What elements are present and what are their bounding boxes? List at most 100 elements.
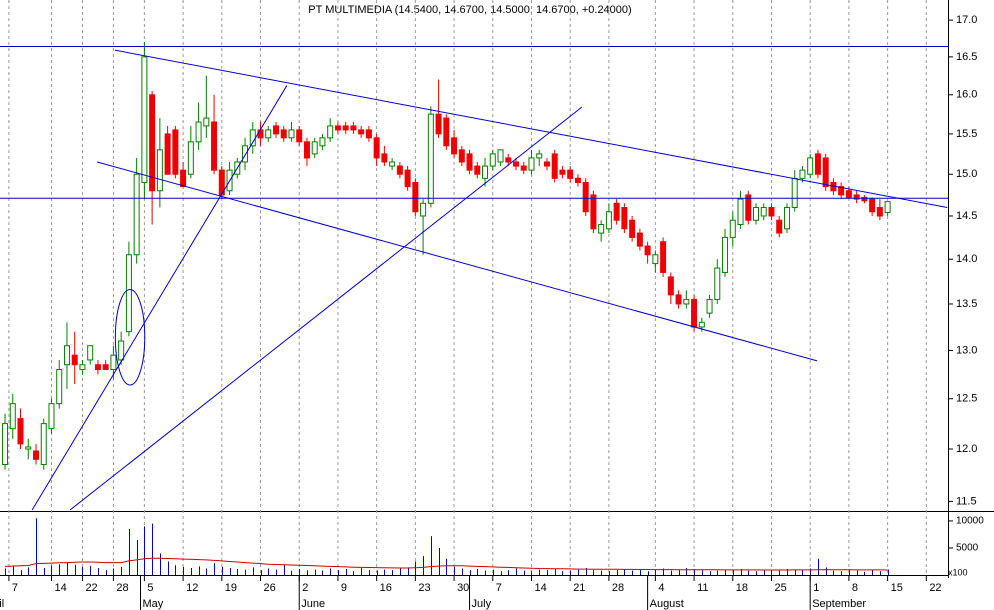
x-tick-label: 25 [774, 582, 786, 594]
x-tick-label: 21 [573, 582, 585, 594]
candle-body [582, 181, 589, 213]
candle-body [737, 198, 744, 225]
candle-body [884, 201, 891, 214]
x-tick-label: 12 [186, 582, 198, 594]
candle-body [497, 149, 504, 163]
candle-body [40, 423, 47, 465]
y-tick-label: 14.5 [956, 210, 977, 222]
x-tick-label: 5 [147, 582, 153, 594]
volume-ma-line [4, 557, 888, 571]
y-tick-label: 17.0 [956, 14, 977, 26]
x-tick-label: 26 [264, 582, 276, 594]
candle-body [265, 129, 272, 139]
y-tick-label: 11.5 [956, 495, 977, 507]
candle-body [853, 194, 860, 200]
candle-body [698, 321, 705, 328]
candle-body [543, 161, 550, 167]
candle-body [451, 137, 458, 155]
candle-body [334, 125, 341, 131]
x-tick-label: 4 [658, 582, 664, 594]
x-tick-label: 19 [225, 582, 237, 594]
candle-body [636, 232, 643, 247]
x-tick-label: 9 [341, 582, 347, 594]
month-label: July [472, 598, 492, 610]
candle-body [63, 345, 70, 366]
y-tick-label: 13.0 [956, 344, 977, 356]
candle-body [118, 340, 125, 361]
x-tick-label: 23 [418, 582, 430, 594]
candle-body [249, 129, 256, 147]
candle-body [753, 207, 759, 221]
x-tick-label: 28 [612, 582, 624, 594]
candle-body [17, 418, 24, 445]
candle-body [559, 169, 566, 175]
month-label: August [650, 598, 684, 610]
y-tick-label: 12.5 [956, 393, 977, 405]
candle-body [513, 161, 519, 167]
y-tick-label: 13.5 [956, 298, 977, 310]
candle-body [621, 207, 628, 230]
candle-body [613, 202, 620, 221]
candle-body [350, 125, 357, 131]
candle-body [714, 267, 721, 300]
candle-body [768, 207, 775, 217]
candle-body [861, 196, 868, 202]
candle-body [420, 202, 427, 217]
candle-body [164, 133, 171, 175]
candle-body [296, 129, 303, 143]
candle-body [218, 169, 225, 196]
candle-body [311, 141, 318, 155]
candle-body [125, 254, 132, 333]
month-label: May [143, 598, 164, 610]
candle-body [435, 113, 442, 135]
candle-body [242, 145, 249, 163]
candle-body [327, 125, 334, 139]
candle-body [528, 157, 535, 171]
candle-body [303, 141, 310, 159]
candle-body [574, 177, 581, 183]
candle-body [319, 137, 326, 147]
candle-body [342, 125, 349, 131]
candle-body [48, 403, 55, 430]
x-tick-label: 16 [380, 582, 392, 594]
trend-line [69, 106, 583, 511]
candle-body [791, 177, 798, 209]
candle-body [675, 294, 682, 305]
y2-tick-label: 5000 [956, 543, 979, 554]
candle-body [722, 236, 729, 273]
candle-body [489, 153, 496, 167]
candle-body [187, 141, 194, 175]
candle-body [2, 423, 9, 465]
y-tick-label: 14.0 [956, 253, 977, 265]
y2-tick-label: 10000 [956, 516, 984, 527]
y-tick-label: 16.0 [956, 89, 977, 101]
candle-body [799, 169, 806, 179]
candle-body [443, 117, 450, 147]
candle-body [211, 121, 218, 171]
candle-body [667, 276, 674, 296]
chart-title: PT MULTIMEDIA (14.5400, 14.6700, 14.5000… [308, 4, 631, 16]
month-label: June [301, 598, 325, 610]
candle-body [79, 364, 86, 371]
x-tick-label: 18 [736, 582, 748, 594]
candle-body [760, 207, 767, 217]
candle-body [776, 219, 783, 234]
candle-body [149, 94, 156, 192]
candle-body [273, 125, 279, 135]
candle-body [838, 186, 845, 196]
x-tick-label: 11 [697, 582, 708, 594]
trend-line [114, 49, 948, 209]
candle-body [520, 165, 527, 171]
candle-body [605, 211, 612, 230]
candle-body [373, 137, 380, 159]
candle-body [807, 157, 814, 175]
highlight-ellipse [114, 288, 146, 386]
x-tick-label: 2 [302, 582, 308, 594]
candle-body [474, 165, 481, 175]
y-tick-label: 15.5 [956, 128, 977, 140]
candle-body [412, 181, 419, 213]
candle-body [706, 298, 713, 314]
y-tick-label: 15.0 [956, 168, 977, 180]
